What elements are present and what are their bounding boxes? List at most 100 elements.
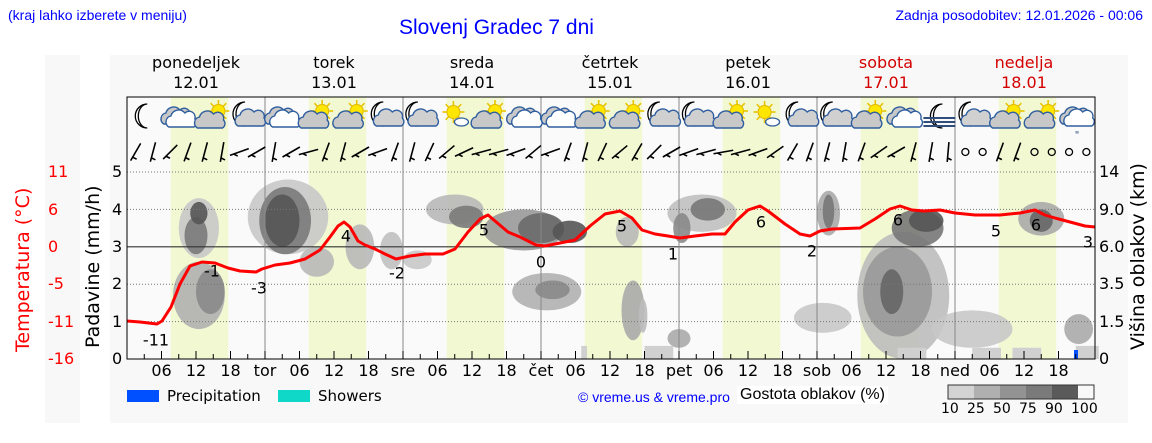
x-tick-label: tor [253, 361, 277, 380]
moon-fog-icon [923, 103, 956, 129]
x-tick-label: 12 [185, 361, 207, 380]
temperature-value-label: 5 [478, 220, 490, 240]
x-tick-label: 12 [323, 361, 345, 380]
wind-barb-icon [766, 145, 784, 159]
location-menu-hint: (kraj lahko izberete v meniju) [8, 7, 187, 23]
wind-barb-icon [390, 142, 400, 162]
wind-barb-icon [805, 142, 814, 162]
temperature-value-label: 6 [1030, 215, 1042, 235]
day-header-3: četrtek 15.01 [541, 53, 679, 93]
temperature-value-label: 5 [616, 216, 628, 236]
cloud-density-tick: 10 [941, 401, 959, 417]
cloud-height-tick-label: 1.5 [1099, 312, 1125, 331]
wind-barb-icon [823, 142, 831, 162]
cloud-density-scale [947, 384, 1095, 400]
wind-barb-icon [713, 149, 734, 156]
wind-barb-icon [408, 142, 416, 162]
x-tick-label: 12 [875, 361, 897, 380]
calm-wind-icon [978, 147, 987, 157]
partly-sunny-icon [470, 100, 506, 129]
copyright-link[interactable]: © vreme.us & vreme.pro [578, 389, 730, 405]
day-name: petek [725, 53, 771, 72]
day-name: nedelja [994, 53, 1054, 72]
day-separators [264, 97, 956, 359]
day-date: 12.01 [173, 73, 219, 92]
cloud-height-tick-label: 9.0 [1099, 200, 1125, 219]
x-tick-label: 18 [1048, 361, 1069, 380]
wind-barb-icon [662, 146, 681, 158]
partly-sunny-icon [712, 100, 748, 129]
temp-tick-label: -11 [48, 312, 75, 331]
snow-cloud-icon: " [1059, 106, 1095, 141]
wind-barb-icon [1013, 142, 1022, 162]
x-tick-label: pet [665, 361, 693, 380]
wind-barb-icon [321, 142, 330, 162]
wind-barb-icon [540, 147, 561, 157]
temperature-value-label: -3 [251, 278, 267, 298]
temperature-value-label: 6 [755, 212, 767, 232]
wind-barb-icon [339, 142, 347, 162]
cloudy-icon [540, 106, 578, 128]
x-tick-label: 06 [427, 361, 448, 380]
x-tick-label: čet [528, 361, 554, 380]
cloud-height-axis-title: Višina oblakov (km) [1127, 163, 1149, 350]
wind-barb-icon [129, 142, 142, 162]
wind-barb-icon [201, 142, 209, 162]
x-tick-label: 18 [358, 361, 379, 380]
svg-text:": " [1075, 130, 1080, 141]
day-date: 13.01 [311, 73, 357, 92]
temperature-axis-title: Temperatura (°C) [12, 187, 34, 352]
moon-cloud-icon [958, 101, 993, 127]
temp-tick-label: 0 [48, 237, 59, 256]
day-date: 18.01 [1001, 73, 1047, 92]
wind-barb-icon [271, 142, 278, 162]
precip-tick-label: 1 [112, 312, 123, 331]
wind-barb-icon [631, 142, 643, 162]
temperature-value-label: 4 [340, 226, 352, 246]
wind-barb-icon [229, 147, 250, 157]
calm-wind-icon [1047, 147, 1056, 157]
x-tick-label: 06 [703, 361, 724, 380]
wind-barb-icon [183, 142, 192, 162]
wind-barb-icon [162, 144, 178, 160]
wind-barb-icon [748, 147, 768, 157]
sun-small-cloud-icon [442, 101, 470, 127]
wind-barb-icon [910, 142, 917, 162]
moon-cloud-icon [820, 101, 854, 127]
cloud-density-tick: 100 [1071, 401, 1098, 417]
wind-barb-icon [597, 142, 608, 162]
day-name: sreda [449, 53, 495, 72]
temp-axis-panel [45, 55, 80, 423]
wind-barb-icon [857, 142, 866, 162]
x-tick-label: 06 [565, 361, 586, 380]
precip-tick-label: 4 [112, 200, 123, 219]
precip-tick-label: 5 [112, 162, 123, 181]
wind-barb-icon [219, 142, 226, 162]
day-name: torek [313, 53, 355, 72]
cloud-density-title: Gostota oblakov (%) [737, 386, 888, 404]
day-header-1: torek 13.01 [265, 53, 403, 93]
x-tick-label: 06 [151, 361, 172, 380]
day-name: ponedeljek [152, 53, 240, 72]
wind-barbs-row [129, 141, 1091, 163]
wind-barb-icon [149, 142, 157, 162]
wind-barb-icon [646, 144, 662, 160]
x-tick-label: 12 [599, 361, 621, 380]
x-tick-label: 18 [634, 361, 655, 380]
day-date: 15.01 [587, 73, 633, 92]
x-tick-label: 18 [220, 361, 241, 380]
wind-barb-icon [928, 142, 935, 162]
day-header-4: petek 16.01 [679, 53, 817, 93]
cloud-height-tick-label: 0 [1099, 349, 1110, 368]
wind-barb-icon [679, 147, 699, 157]
x-tick-label: 18 [496, 361, 517, 380]
calm-wind-icon [1030, 147, 1039, 157]
x-tick-label: 06 [841, 361, 862, 380]
moon-cloud-icon [405, 101, 440, 127]
temperature-value-label: 3 [1082, 232, 1094, 252]
precipitation-legend-label: Precipitation [167, 387, 261, 405]
temperature-value-label: 5 [990, 221, 1002, 241]
precip-tick-label: 2 [112, 274, 123, 293]
wind-barb-icon [454, 147, 474, 158]
